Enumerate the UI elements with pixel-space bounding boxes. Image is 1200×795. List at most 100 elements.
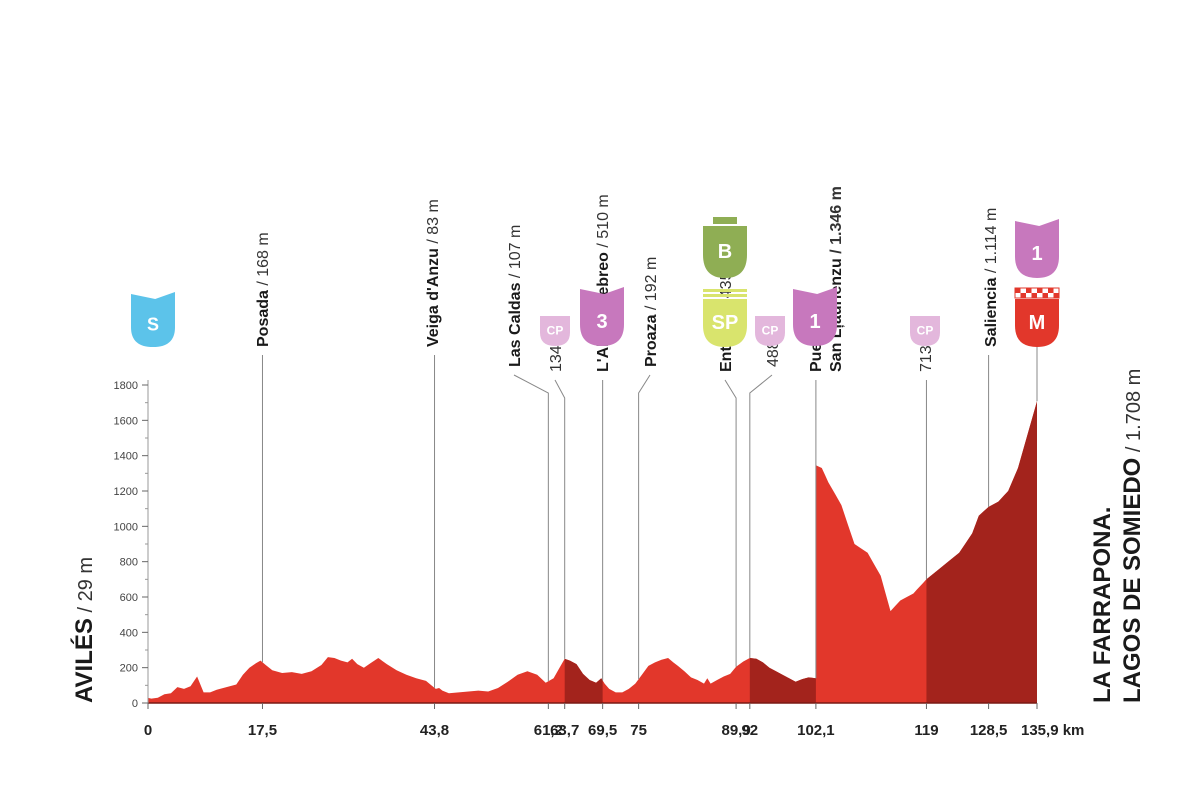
marker-label: CP bbox=[547, 324, 564, 338]
x-tick-label: 0 bbox=[144, 722, 152, 739]
sprint-marker-stripe bbox=[703, 289, 747, 292]
checker-square bbox=[1020, 288, 1026, 293]
waypoint-leader bbox=[638, 374, 651, 680]
marker-shield bbox=[703, 299, 747, 347]
marker-checkpoint: CP bbox=[910, 316, 940, 346]
elevation-area bbox=[148, 401, 1037, 704]
y-tick-label: 600 bbox=[120, 592, 138, 604]
waypoint-altitude: / 192 m bbox=[643, 257, 660, 315]
waypoint-leader bbox=[749, 374, 773, 658]
marker-label: CP bbox=[762, 324, 779, 338]
checker-square bbox=[1037, 288, 1043, 293]
x-tick-label: 17,5 bbox=[248, 722, 277, 739]
marker-shield bbox=[131, 303, 175, 347]
waypoint-altitude: / 510 m bbox=[595, 194, 612, 252]
finish-label-line2: LAGOS DE SOMIEDO / 1.708 m bbox=[1119, 369, 1146, 703]
checker-square bbox=[1048, 288, 1054, 293]
finish-name-line1: LA FARRAPONA. bbox=[1089, 507, 1116, 703]
checker-square bbox=[1037, 293, 1043, 298]
marker-label: M bbox=[1029, 312, 1046, 334]
marker-shield bbox=[910, 316, 940, 346]
marker-climb: 3 bbox=[580, 298, 624, 346]
waypoint-altitude: / 1.346 m bbox=[828, 186, 845, 258]
y-tick-label: 1000 bbox=[114, 521, 138, 533]
climb-segment bbox=[926, 401, 1037, 703]
marker-label: 1 bbox=[809, 311, 820, 333]
checker-square bbox=[1015, 293, 1021, 298]
sprint-marker-stripe bbox=[703, 294, 747, 297]
marker-label: 1 bbox=[1031, 243, 1042, 265]
y-tick-label: 1600 bbox=[114, 415, 138, 427]
y-tick-label: 1400 bbox=[114, 451, 138, 463]
checker-square bbox=[1053, 288, 1059, 293]
marker-sprint: SP bbox=[703, 299, 747, 347]
start-label: AVILÉS / 29 m bbox=[70, 557, 98, 703]
x-axis: 0 17,5 43,8 61,263,7 69,5 75 89,992 102,1 119 128… bbox=[144, 703, 1084, 739]
x-tick-label: 102,1 bbox=[797, 722, 835, 739]
checker-square bbox=[1042, 293, 1048, 298]
finish-altitude: / 1.708 m bbox=[1123, 369, 1145, 458]
marker-label: B bbox=[718, 241, 732, 263]
bonus-marker-cap bbox=[713, 217, 737, 224]
marker-label: SP bbox=[712, 312, 739, 334]
waypoint-altitude: / 1.114 m bbox=[983, 208, 1000, 278]
x-tick-label: 128,5 bbox=[970, 722, 1008, 739]
waypoint-label: Las Caldas / 107 m bbox=[507, 225, 524, 367]
climb-marker-crest bbox=[580, 287, 624, 298]
checker-square bbox=[1053, 293, 1059, 298]
x-tick-label: 119 bbox=[914, 722, 938, 739]
waypoint-label: Veiga d'Anzu / 83 m bbox=[425, 199, 442, 347]
endpoint-labels: AVILÉS / 29 m LA FARRAPONA. LAGOS DE SOMIE… bbox=[70, 369, 1146, 703]
checker-square bbox=[1031, 288, 1037, 293]
x-tick-label: 89,9 bbox=[721, 722, 750, 739]
waypoint-name: Proaza bbox=[643, 314, 660, 367]
marker-climb: 1 bbox=[793, 298, 837, 346]
marker-shield bbox=[1015, 230, 1059, 278]
marker-climb: 1 bbox=[1015, 230, 1059, 278]
marker-finish: M bbox=[1015, 299, 1059, 347]
waypoint-leader bbox=[513, 374, 549, 682]
waypoint-name: Saliencia bbox=[983, 278, 1000, 347]
y-axis: 0 200 400 600 800 1000 1200 1400 1600 1800 bbox=[114, 380, 149, 710]
checker-square bbox=[1031, 293, 1037, 298]
marker-shield bbox=[793, 298, 837, 346]
y-tick-label: 1200 bbox=[114, 486, 138, 498]
y-tick-label: 800 bbox=[120, 557, 138, 569]
marker-checkpoint: CP bbox=[755, 316, 785, 346]
waypoint-altitude: / 107 m bbox=[507, 225, 524, 283]
checker-square bbox=[1026, 288, 1032, 293]
checker-frame bbox=[1014, 287, 1060, 299]
marker-shield bbox=[540, 316, 570, 346]
waypoint-name: Las Caldas bbox=[507, 282, 524, 367]
x-tick-label: 69,5 bbox=[588, 722, 617, 739]
waypoint-label: Posada / 168 m bbox=[255, 232, 272, 347]
waypoint-name-line2: San Lļaurienzu / 1.346 m bbox=[828, 186, 845, 372]
y-tick-label: 0 bbox=[132, 698, 138, 710]
y-tick-label: 400 bbox=[120, 627, 138, 639]
climb-marker-crest bbox=[1015, 219, 1059, 230]
climb-segment bbox=[564, 658, 603, 703]
checker-square bbox=[1020, 293, 1026, 298]
checker-square bbox=[1026, 293, 1032, 298]
x-tick-label: 135,9 km bbox=[1021, 722, 1084, 739]
y-tick-label: 1800 bbox=[114, 380, 138, 392]
checker-square bbox=[1042, 288, 1048, 293]
marker-label: CP bbox=[917, 324, 934, 338]
waypoint-label: Proaza / 192 m bbox=[643, 257, 660, 367]
x-tick-label: 92 bbox=[741, 722, 758, 739]
waypoint-altitude: / 168 m bbox=[255, 232, 272, 290]
finish-name-line2: LAGOS DE SOMIEDO bbox=[1119, 458, 1146, 703]
y-tick-label: 200 bbox=[120, 663, 138, 675]
checker-square bbox=[1048, 293, 1054, 298]
marker-bonus: B bbox=[703, 226, 747, 278]
category-markers: S CP 3 B SP CP 1 CP 1 M bbox=[131, 217, 1060, 347]
elevation-profile bbox=[148, 401, 1037, 703]
start-marker-crest bbox=[131, 292, 175, 303]
marker-shield bbox=[1015, 299, 1059, 347]
marker-checkpoint: CP bbox=[540, 316, 570, 346]
waypoint-altitude: / 83 m bbox=[425, 199, 442, 248]
x-tick-label: 75 bbox=[630, 722, 647, 739]
marker-shield bbox=[703, 226, 747, 278]
finish-checkerboard bbox=[1014, 287, 1060, 299]
